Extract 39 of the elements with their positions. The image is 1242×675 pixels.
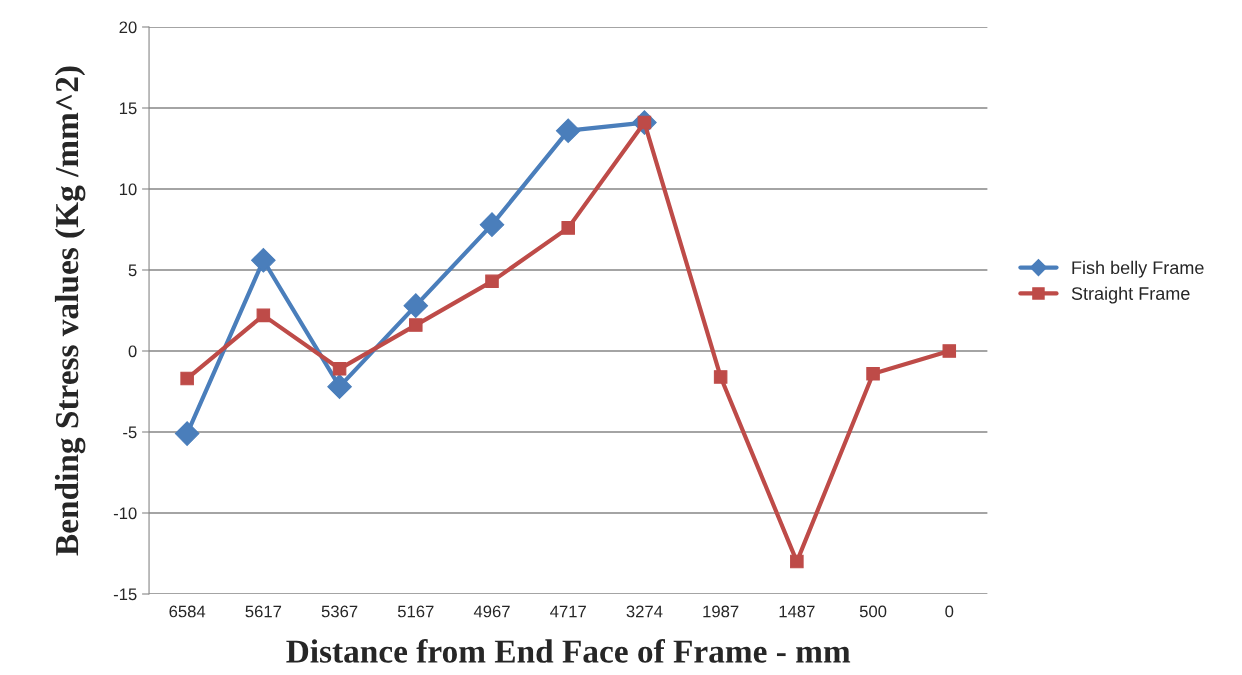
x-tick-label: 3274 <box>626 605 663 618</box>
y-tick-label: -5 <box>123 426 137 439</box>
x-tick-label: 6584 <box>169 605 206 618</box>
point <box>251 247 276 273</box>
x-tick-label: 1487 <box>779 605 815 618</box>
point <box>485 274 499 289</box>
point <box>180 371 194 386</box>
point <box>256 308 271 323</box>
point <box>713 370 728 384</box>
x-tick-label: 500 <box>859 605 887 618</box>
point <box>942 344 957 358</box>
point <box>332 362 347 376</box>
point <box>479 212 505 237</box>
point <box>790 554 804 569</box>
x-tick-label: 5167 <box>397 605 434 618</box>
y-tick-label: 10 <box>119 183 137 196</box>
y-tick-label: -15 <box>113 588 137 601</box>
y-tick-label: 15 <box>119 102 137 115</box>
point <box>866 366 880 381</box>
point <box>327 374 352 399</box>
legend-label: Fish belly Frame <box>1072 260 1204 278</box>
x-tick-label: 0 <box>945 605 954 618</box>
y-tick-label: 20 <box>119 21 137 34</box>
x-tick-label: 4967 <box>473 605 510 618</box>
x-axis-title: Distance from End Face of Frame - mm <box>286 639 851 663</box>
y-axis-title: Bending Stress values (Kg /mm^2) <box>54 66 86 556</box>
y-tick-label: 0 <box>128 345 137 358</box>
point <box>174 421 200 446</box>
x-tick-label: 5617 <box>245 605 282 618</box>
point <box>409 318 423 332</box>
point <box>403 293 429 318</box>
x-tick-label: 1987 <box>703 605 739 618</box>
x-tick-label: 5367 <box>321 605 358 618</box>
point <box>561 221 575 235</box>
legend-label: Straight Frame <box>1071 286 1190 304</box>
y-tick-label: -10 <box>113 507 137 520</box>
point <box>555 118 581 143</box>
y-tick-label: 5 <box>128 264 137 277</box>
x-tick-label: 4717 <box>550 605 586 618</box>
